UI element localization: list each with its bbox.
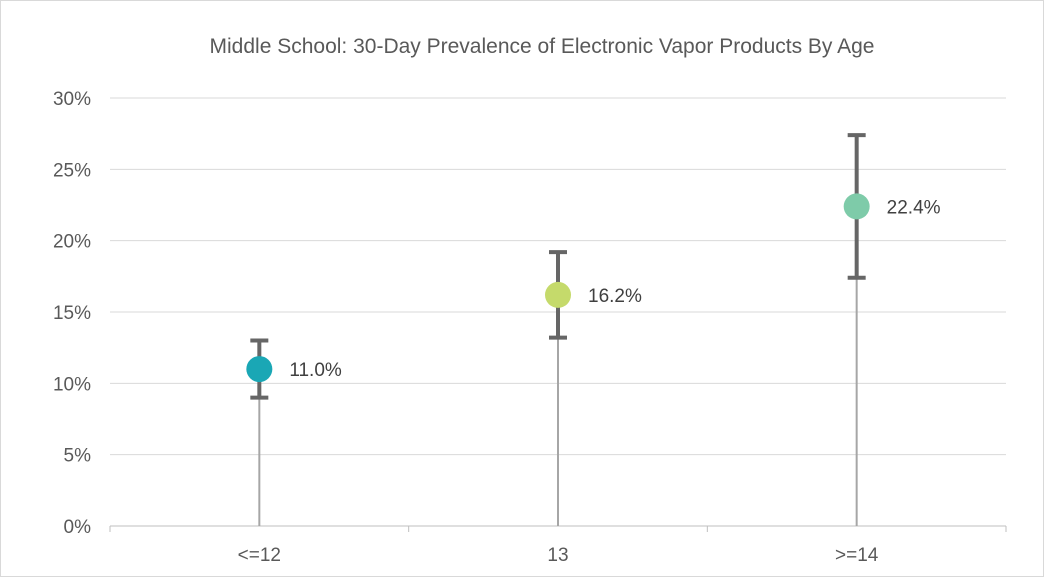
- y-tick-label: 20%: [53, 232, 91, 253]
- data-label: 16.2%: [588, 286, 642, 307]
- chart-title: Middle School: 30-Day Prevalence of Elec…: [210, 35, 875, 58]
- y-tick-label: 30%: [53, 89, 91, 110]
- data-point: [843, 193, 870, 220]
- data-label: 11.0%: [289, 360, 342, 381]
- y-tick-label: 10%: [53, 374, 91, 395]
- y-tick-label: 15%: [53, 303, 91, 324]
- data-point: [246, 356, 273, 383]
- x-tick-label: <=12: [238, 545, 281, 566]
- y-tick-label: 25%: [53, 160, 91, 181]
- y-axis: 0% 5% 10% 15% 20% 25% 30%: [53, 89, 91, 538]
- x-axis: <=12 13 >=14: [109, 525, 1007, 566]
- data-point: [545, 281, 571, 308]
- data-label: 22.4%: [887, 197, 941, 218]
- data-series: 11.0% 16.2% 22.4%: [246, 133, 941, 526]
- y-tick-label: 0%: [64, 517, 92, 538]
- y-tick-label: 5%: [64, 446, 92, 467]
- x-tick-label: 13: [547, 545, 568, 566]
- x-tick-label: >=14: [835, 545, 879, 566]
